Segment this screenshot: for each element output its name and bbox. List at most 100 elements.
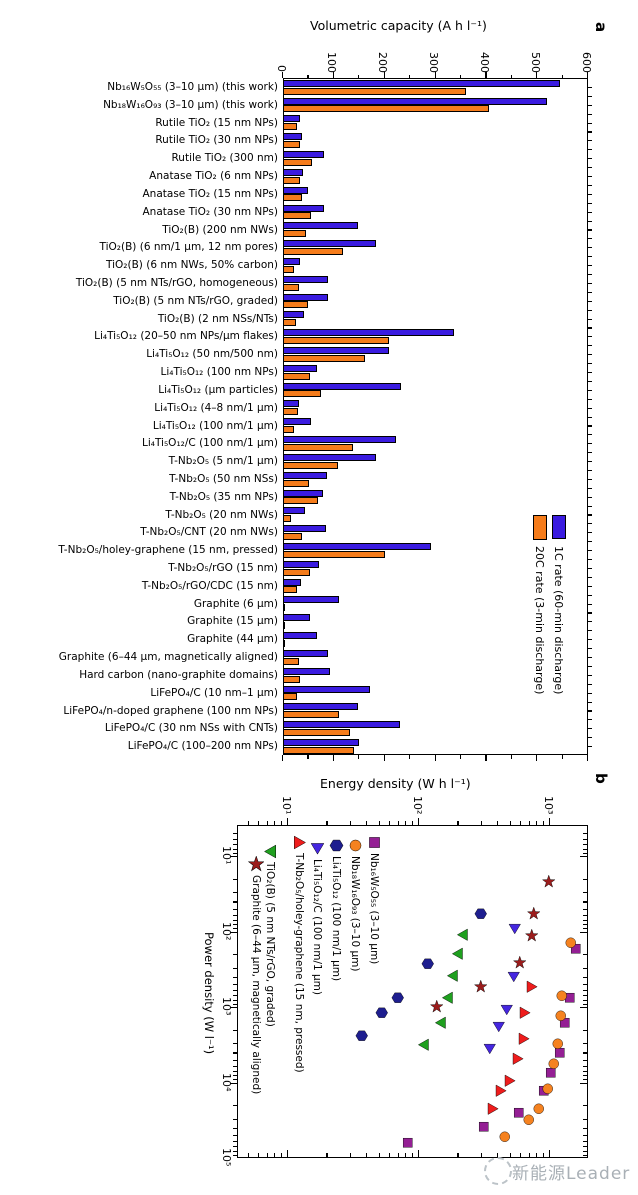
energy-axis-tick (519, 821, 522, 825)
power-axis-tick (233, 833, 237, 835)
category-axis-tick (588, 550, 592, 552)
category-axis-tick (588, 487, 592, 489)
scatter-point-triangle-right (525, 980, 539, 994)
bar-1c-rate (283, 543, 431, 550)
category-axis-tick (588, 434, 592, 436)
bar-1c-rate (283, 222, 359, 230)
category-axis-tick (588, 567, 592, 570)
category-label: T-Nb₂O₅ (35 nm NPs) (169, 490, 278, 503)
category-axis-tick (588, 576, 592, 578)
category-axis-tick (588, 220, 592, 222)
energy-axis-tick (480, 1153, 482, 1157)
power-axis-tick (230, 856, 237, 858)
category-axis-tick (588, 122, 592, 124)
category-label: LiFePO₄/C (100–200 nm NPs) (127, 740, 278, 753)
category-axis-tick (588, 398, 592, 400)
bar-1c-rate (283, 489, 324, 497)
bar-1c-rate (283, 453, 377, 461)
scatter-point-circle (555, 989, 569, 1003)
value-axis-tick (459, 755, 462, 759)
panel-a-letter: a (592, 22, 610, 33)
value-axis-tick (587, 72, 589, 78)
bar-20c-rate (283, 461, 338, 469)
energy-axis-tick (397, 821, 399, 825)
energy-axis-tick (349, 1153, 351, 1157)
bar-1c-rate (283, 151, 324, 159)
category-axis-tick (588, 318, 592, 320)
category-axis-tick (588, 193, 592, 195)
scatter-point-circle (541, 1082, 555, 1096)
category-label: Li₄Ti₅O₁₂ (50 nm/500 nm) (146, 348, 278, 361)
legend-label: TiO₂(B) (5 nm NTs/rGO, graded) (263, 862, 276, 1027)
power-axis-tick (583, 919, 587, 921)
power-axis-tick (583, 990, 587, 992)
category-axis-tick (588, 657, 592, 659)
category-axis-tick (588, 559, 592, 561)
power-axis-tick (583, 976, 587, 979)
category-axis-tick (588, 496, 592, 498)
category-axis-tick (588, 86, 592, 88)
value-axis-tick (536, 72, 538, 78)
category-label: Li₄Ti₅O₁₂ (4–8 nm/1 μm) (154, 401, 278, 414)
value-axis-tick (587, 755, 589, 761)
energy-axis-tick (281, 1153, 283, 1157)
value-axis-tick (409, 755, 411, 759)
category-label: T-Nb₂O₅/holey-graphene (15 nm, pressed) (58, 544, 278, 557)
scatter-point-hexagon (474, 907, 488, 921)
category-label: Rutile TiO₂ (300 nm) (171, 152, 278, 165)
bar-1c-rate (283, 293, 329, 301)
bar-20c-rate (283, 479, 309, 487)
power-axis-tick (233, 990, 237, 992)
category-axis-tick (588, 389, 592, 391)
category-axis-tick (588, 728, 592, 730)
energy-axis-tick (418, 818, 420, 825)
value-axis-tick (485, 755, 487, 761)
power-axis-tick (583, 984, 587, 986)
energy-axis-tick (397, 1153, 399, 1157)
bar-20c-rate (283, 194, 302, 202)
value-axis-tick (459, 74, 462, 78)
category-axis-tick (588, 594, 592, 596)
value-axis-tick (510, 74, 512, 78)
category-axis-tick (588, 603, 592, 605)
power-axis-tick (580, 856, 587, 858)
scatter-point-square (401, 1136, 415, 1150)
category-axis-tick (588, 692, 592, 694)
value-axis-tick (510, 755, 512, 759)
power-axis-tick (233, 999, 237, 1001)
category-label: TiO₂(B) (5 nm NTs/rGO, graded) (113, 294, 278, 307)
category-axis-tick (588, 158, 592, 160)
scatter-point-star (527, 907, 541, 921)
bar-20c-rate (283, 354, 365, 362)
energy-axis-tick (543, 821, 545, 825)
bar-20c-rate (283, 604, 285, 612)
bar-20c-rate (283, 693, 297, 701)
category-axis-tick (588, 630, 592, 632)
bar-20c-rate (283, 87, 466, 95)
power-axis-tick (233, 1118, 237, 1120)
energy-axis-tick (266, 1153, 268, 1157)
power-axis-tick (583, 999, 587, 1001)
power-axis-tick (583, 1070, 587, 1072)
power-axis-tick (580, 1082, 587, 1084)
category-axis-tick (588, 345, 592, 347)
bar-20c-rate (283, 515, 292, 523)
power-axis-tick (233, 1141, 237, 1143)
category-axis-tick (588, 113, 592, 115)
power-axis-tick (583, 1029, 587, 1031)
category-axis-tick (588, 327, 592, 329)
panel-b-letter: b (592, 773, 610, 784)
power-axis-tick (583, 833, 587, 835)
category-axis-tick (588, 363, 592, 365)
bar-20c-rate (283, 675, 300, 683)
energy-axis-tick (281, 821, 283, 825)
energy-axis-tick (509, 821, 511, 825)
category-label: Li₄Ti₅O₁₂ (20–50 nm NPs/μm flakes) (94, 330, 278, 343)
power-axis-tick (583, 1135, 587, 1137)
category-axis-tick (588, 238, 592, 240)
value-axis-tick (561, 755, 563, 759)
power-axis-tick (583, 1141, 587, 1143)
bar-1c-rate (283, 507, 305, 515)
power-axis-tick (233, 976, 237, 979)
bar-1c-rate (283, 436, 396, 444)
